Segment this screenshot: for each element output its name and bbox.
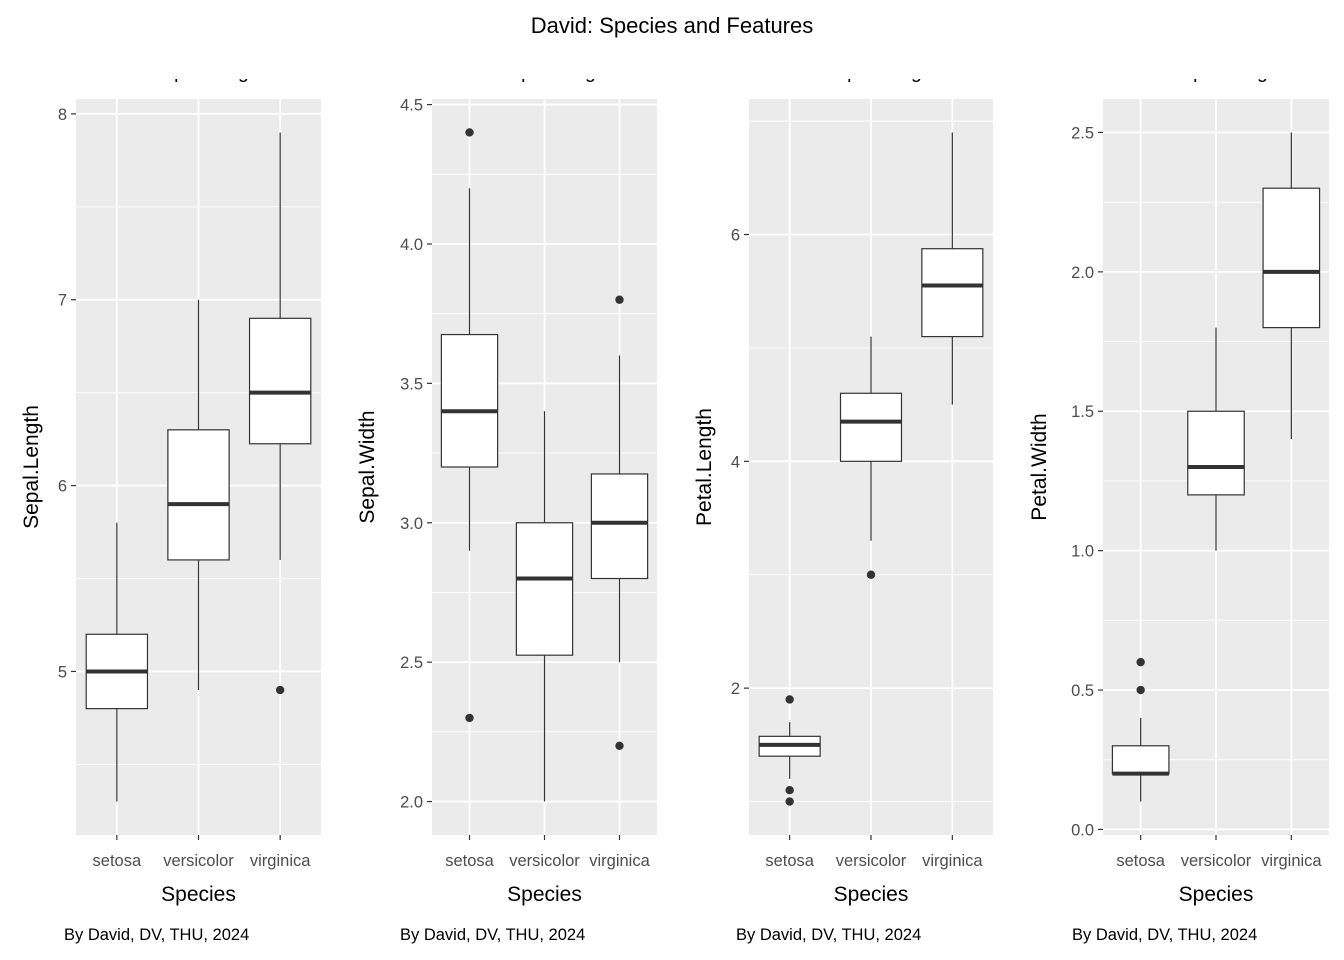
box-iqr — [515, 522, 574, 656]
figure-title: David: Species and Features — [531, 13, 814, 38]
box-iqr — [1187, 410, 1245, 496]
y-tick-label: 7 — [58, 292, 67, 310]
x-tick-label: setosa — [1116, 852, 1165, 870]
y-axis-label: Petal.Length — [693, 408, 716, 526]
caption: By David, DV, THU, 2024 — [1072, 926, 1257, 944]
outlier-point — [785, 695, 794, 704]
x-tick-label: virginica — [589, 852, 650, 870]
y-tick-label: 6 — [731, 227, 740, 245]
y-tick-label: 1.0 — [1071, 543, 1094, 561]
x-tick-label: virginica — [1261, 852, 1322, 870]
panels: 5 6 7 8 setosa versicolor virginica Species VS … — [20, 61, 1329, 944]
box-iqr — [440, 333, 499, 468]
box-versicolor — [515, 411, 574, 802]
panel-1: 5 6 7 8 setosa versicolor virginica Species VS … — [20, 61, 321, 944]
x-tick-label: versicolor — [836, 852, 907, 870]
y-tick-label: 4.0 — [400, 236, 423, 254]
y-tick-label: 1.5 — [1071, 403, 1094, 421]
x-axis-label: Species — [507, 883, 582, 906]
outlier-point — [785, 786, 794, 795]
caption: By David, DV, THU, 2024 — [736, 926, 921, 944]
outlier-point — [1136, 657, 1145, 667]
box-virginica — [590, 295, 649, 750]
panel-title: Species VS Sepal Leng — [391, 61, 596, 83]
y-tick-label: 4 — [731, 453, 740, 471]
outlier-point — [1136, 685, 1145, 695]
outlier-point — [275, 685, 285, 695]
outlier-point — [465, 128, 474, 137]
outlier-point — [866, 570, 876, 579]
box-virginica — [248, 132, 312, 695]
panel-4: 0.0 0.5 1.0 1.5 2.0 2.5 setosa versicolor virgin… — [1028, 61, 1329, 944]
box-setosa — [758, 695, 821, 806]
y-tick-label: 3.0 — [400, 515, 423, 533]
y-tick-label: 2.0 — [400, 794, 423, 812]
box-iqr — [248, 317, 312, 445]
y-tick-label: 0.0 — [1071, 821, 1094, 839]
panel-title: Species VS Sepal Leng — [1063, 61, 1268, 83]
y-tick-label: 5 — [58, 663, 67, 681]
caption: By David, DV, THU, 2024 — [400, 926, 585, 944]
outlier-point — [465, 713, 474, 723]
y-axis-label: Petal.Width — [1028, 413, 1051, 520]
x-tick-label: versicolor — [509, 852, 580, 870]
x-tick-label: virginica — [922, 852, 983, 870]
box-virginica — [921, 132, 984, 405]
box-iqr — [167, 429, 230, 561]
box-virginica — [1262, 132, 1321, 440]
y-tick-label: 2 — [731, 680, 740, 698]
box-iqr — [1111, 745, 1170, 775]
outlier-point — [615, 741, 624, 750]
outlier-point — [785, 797, 794, 806]
box-setosa — [1111, 657, 1170, 802]
x-tick-label: setosa — [765, 852, 814, 870]
outlier-point — [615, 295, 624, 304]
x-tick-label: setosa — [93, 852, 142, 870]
box-versicolor — [1187, 327, 1245, 551]
x-tick-label: versicolor — [163, 852, 234, 870]
x-axis-label: Species — [1179, 883, 1254, 906]
box-iqr — [921, 248, 984, 338]
box-iqr — [1262, 187, 1321, 329]
panel-title: Species VS Sepal Lengt — [44, 61, 255, 83]
x-axis-label: Species — [834, 883, 909, 906]
y-tick-label: 2.5 — [400, 654, 423, 672]
panel-2: 2.0 2.5 3.0 3.5 4.0 4.5 setosa versicolor virgin… — [356, 61, 657, 944]
y-tick-label: 4.5 — [400, 97, 423, 115]
caption: By David, DV, THU, 2024 — [64, 926, 249, 944]
box-versicolor — [839, 336, 903, 579]
x-tick-label: versicolor — [1181, 852, 1252, 870]
y-tick-label: 8 — [58, 106, 67, 124]
box-iqr — [590, 473, 649, 580]
box-setosa — [440, 128, 499, 723]
y-tick-label: 3.5 — [400, 375, 423, 393]
box-iqr — [839, 392, 903, 462]
box-setosa — [85, 522, 149, 802]
y-tick-label: 6 — [58, 478, 67, 496]
x-tick-label: setosa — [445, 852, 494, 870]
box-versicolor — [167, 299, 230, 691]
y-axis-label: Sepal.Width — [356, 410, 379, 523]
y-tick-label: 2.0 — [1071, 264, 1094, 282]
y-tick-label: 0.5 — [1071, 682, 1094, 700]
x-tick-label: virginica — [250, 852, 311, 870]
panel-3: 2 4 6 setosa versicolor virginica Species VS S… — [693, 61, 993, 944]
y-axis-label: Sepal.Length — [20, 405, 43, 529]
x-axis-label: Species — [161, 883, 236, 906]
y-tick-label: 2.5 — [1071, 124, 1094, 142]
panel-title: Species VS Sepal Lengt — [717, 61, 928, 83]
